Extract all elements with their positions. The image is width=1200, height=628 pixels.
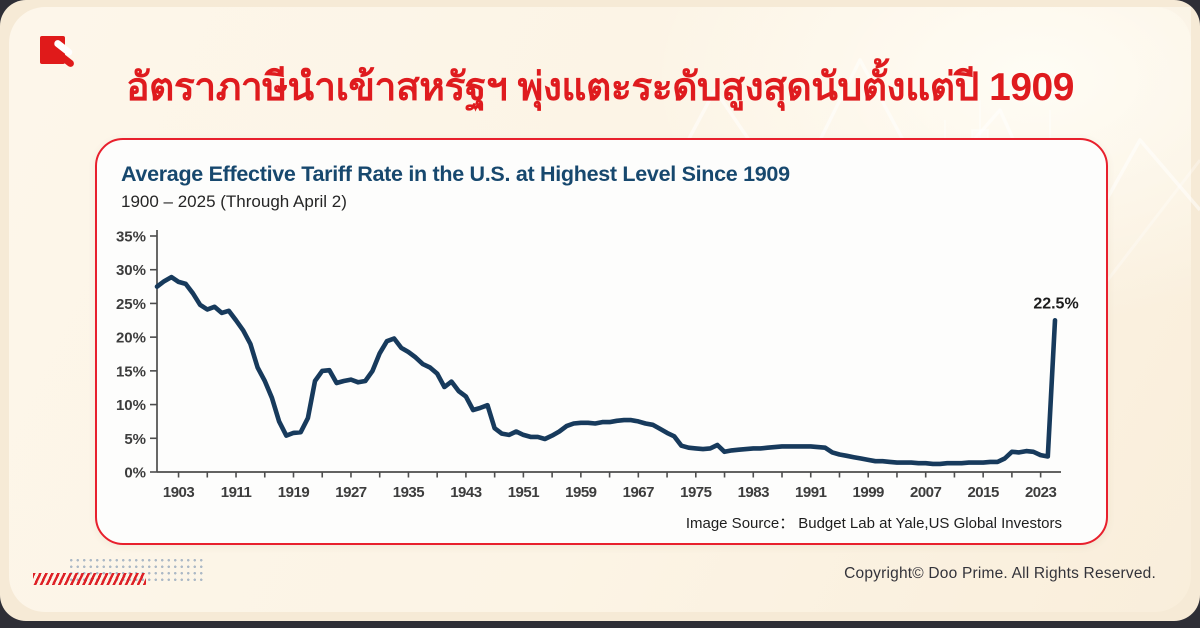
svg-text:1967: 1967 bbox=[623, 484, 655, 501]
svg-text:22.5%: 22.5% bbox=[1033, 295, 1078, 312]
image-source-label: Image Source： bbox=[685, 515, 795, 532]
svg-text:0%: 0% bbox=[124, 465, 146, 482]
svg-text:1975: 1975 bbox=[680, 484, 712, 501]
svg-text:20%: 20% bbox=[116, 330, 146, 347]
chart-subtitle: 1900 – 2025 (Through April 2) bbox=[121, 192, 347, 211]
svg-text:15%: 15% bbox=[116, 363, 146, 380]
svg-text:5%: 5% bbox=[124, 431, 146, 448]
chart-title: Average Effective Tariff Rate in the U.S… bbox=[121, 162, 790, 186]
image-source: Image Source： Budget Lab at Yale,US Globa… bbox=[686, 512, 1066, 533]
copyright-text: Copyright© Doo Prime. All Rights Reserve… bbox=[844, 565, 1156, 582]
svg-text:1919: 1919 bbox=[278, 484, 310, 501]
svg-text:1999: 1999 bbox=[853, 484, 885, 501]
doo-prime-logo bbox=[40, 34, 86, 69]
headline-thai: อัตราภาษีนำเข้าสหรัฐฯ พุ่งแตะระดับสูงสุด… bbox=[126, 66, 1074, 109]
svg-text:2015: 2015 bbox=[967, 484, 999, 501]
red-hatch-decoration bbox=[33, 573, 146, 585]
svg-text:1951: 1951 bbox=[508, 484, 540, 501]
svg-text:1959: 1959 bbox=[565, 484, 597, 501]
svg-text:25%: 25% bbox=[116, 296, 146, 313]
svg-text:1911: 1911 bbox=[221, 484, 252, 501]
chart-card: Average Effective Tariff Rate in the U.S… bbox=[95, 138, 1108, 545]
svg-text:2023: 2023 bbox=[1025, 484, 1057, 501]
svg-text:1903: 1903 bbox=[163, 484, 195, 501]
svg-text:35%: 35% bbox=[116, 229, 146, 246]
image-source-value: Budget Lab at Yale,US Global Investors bbox=[798, 515, 1062, 532]
svg-text:1935: 1935 bbox=[393, 484, 425, 501]
svg-text:1991: 1991 bbox=[795, 484, 827, 501]
svg-text:30%: 30% bbox=[116, 262, 146, 279]
svg-text:2007: 2007 bbox=[910, 484, 942, 501]
svg-text:10%: 10% bbox=[116, 397, 146, 414]
svg-text:1927: 1927 bbox=[335, 484, 367, 501]
svg-text:1943: 1943 bbox=[450, 484, 482, 501]
tariff-line-chart: 0% 5% 10% 15% 20% 25% 30% 35% 1903 1911 1919 1927 19… bbox=[116, 229, 1079, 502]
svg-text:1983: 1983 bbox=[738, 484, 770, 501]
